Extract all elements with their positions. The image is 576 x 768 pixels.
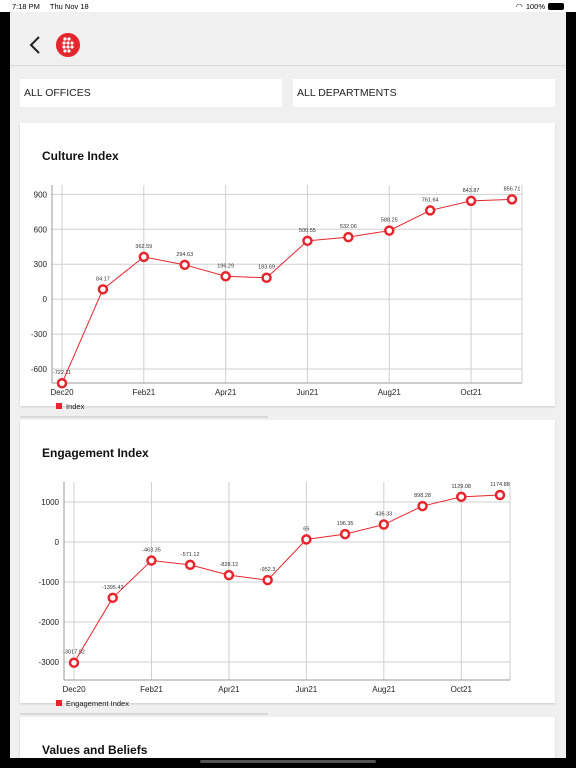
data-point xyxy=(384,225,395,236)
data-label: -3017.92 xyxy=(63,650,85,656)
status-time: 7:18 PM xyxy=(12,1,40,11)
data-label: 362.59 xyxy=(135,244,152,250)
data-point xyxy=(262,574,273,586)
x-tick-label: Dec20 xyxy=(50,388,74,397)
data-label: 84.17 xyxy=(96,276,110,282)
x-tick-label: Feb21 xyxy=(132,388,155,397)
x-tick-label: Jun21 xyxy=(297,388,319,397)
y-tick-label: 0 xyxy=(55,538,60,547)
nav-bar xyxy=(10,12,566,66)
data-label: 532.06 xyxy=(340,224,357,230)
values-beliefs-title: Values and Beliefs xyxy=(42,743,148,757)
battery-percent: 100% xyxy=(525,1,545,11)
x-tick-label: Aug21 xyxy=(378,388,402,397)
data-label: 500.55 xyxy=(299,228,316,234)
y-tick-label: -2000 xyxy=(39,618,60,627)
culture-index-chart: 900 600 300 0 -300 -600 Dec20 Feb21 Apr21 Jun21 Au… xyxy=(20,185,523,418)
status-date: Thu Nov 18 xyxy=(49,1,89,11)
data-label: 898.28 xyxy=(414,493,431,499)
data-label: 843.87 xyxy=(463,188,480,194)
data-label: -952.3 xyxy=(260,567,276,573)
x-tick-label: Jun21 xyxy=(295,685,317,694)
y-tick-label: 300 xyxy=(34,260,48,269)
data-label: 183.69 xyxy=(258,265,275,271)
data-label: 65 xyxy=(303,526,309,532)
data-point xyxy=(301,534,312,545)
y-tick-label: 600 xyxy=(34,225,48,234)
data-point xyxy=(220,271,231,282)
data-label: 856.71 xyxy=(504,186,521,192)
data-label: -828.12 xyxy=(220,562,239,568)
data-label: -463.35 xyxy=(142,548,161,554)
data-label: 436.33 xyxy=(375,512,392,518)
x-tick-label: Feb21 xyxy=(140,685,163,694)
wifi-icon: ◠ xyxy=(515,1,523,11)
legend-label: Index xyxy=(66,402,85,411)
y-tick-label: 900 xyxy=(34,190,48,199)
legend-swatch xyxy=(56,403,62,409)
data-label: 1174.88 xyxy=(490,482,509,488)
data-point xyxy=(506,194,518,205)
data-point xyxy=(339,528,351,540)
data-label: -1395.43 xyxy=(102,585,124,591)
y-tick-label: -1000 xyxy=(39,578,60,587)
x-tick-label: Dec20 xyxy=(62,685,86,694)
data-point xyxy=(261,272,272,283)
data-label: -571.12 xyxy=(181,552,200,558)
legend-swatch xyxy=(56,700,62,706)
data-label: 1129.08 xyxy=(452,484,471,490)
data-point xyxy=(184,559,196,571)
y-tick-label: -3000 xyxy=(39,658,60,667)
app-logo xyxy=(56,33,80,57)
y-tick-label: -600 xyxy=(31,365,48,374)
data-point xyxy=(146,555,157,566)
series-line xyxy=(73,494,501,663)
legend-label: Engagement Index xyxy=(66,699,129,708)
battery-icon xyxy=(548,2,564,10)
data-point xyxy=(417,500,428,512)
data-point xyxy=(68,657,80,668)
data-point xyxy=(56,377,68,389)
data-point xyxy=(302,235,313,247)
data-point xyxy=(138,251,150,263)
offices-filter[interactable]: ALL OFFICES xyxy=(20,79,282,107)
data-point xyxy=(223,569,235,581)
home-indicator xyxy=(200,760,376,763)
data-point xyxy=(343,231,354,243)
engagement-index-title: Engagement Index xyxy=(42,446,149,460)
data-point xyxy=(456,491,467,503)
x-tick-label: Aug21 xyxy=(372,685,396,694)
y-tick-label: -300 xyxy=(31,330,48,339)
engagement-index-card: Engagement Index 1000 0 -1000 -2000 -3000 Dec… xyxy=(20,420,555,715)
data-point xyxy=(107,592,118,604)
data-point xyxy=(179,259,190,271)
culture-index-title: Culture Index xyxy=(42,149,119,163)
status-bar: 7:18 PM Thu Nov 18 ◠ 100% xyxy=(0,0,576,12)
data-label: 588.25 xyxy=(381,218,398,224)
data-point xyxy=(97,284,109,295)
y-tick-label: 0 xyxy=(43,295,48,304)
data-label: 294.63 xyxy=(176,252,193,258)
data-label: 761.64 xyxy=(422,197,439,203)
departments-filter[interactable]: ALL DEPARTMENTS xyxy=(293,79,555,107)
y-tick-label: 1000 xyxy=(41,498,59,507)
x-tick-label: Oct21 xyxy=(460,388,482,397)
data-label: 196.29 xyxy=(217,263,234,269)
x-tick-label: Apr21 xyxy=(218,685,240,694)
data-point xyxy=(378,519,390,530)
series-line xyxy=(61,198,513,384)
x-tick-label: Apr21 xyxy=(215,388,237,397)
culture-index-card: Culture Index 900 600 300 0 -300 -600 Dec20 Feb… xyxy=(20,123,555,418)
data-label: -722.11 xyxy=(53,370,71,376)
data-point xyxy=(465,195,477,207)
data-label: 196.35 xyxy=(337,521,354,527)
x-tick-label: Oct21 xyxy=(451,685,473,694)
values-beliefs-card: Values and Beliefs xyxy=(20,717,555,758)
back-chevron-icon[interactable] xyxy=(28,34,42,56)
engagement-index-chart: 1000 0 -1000 -2000 -3000 Dec20 Feb21 Apr21 Jun21… xyxy=(20,482,511,715)
data-point xyxy=(424,205,436,216)
data-point xyxy=(494,489,506,501)
app-screen: ALL OFFICES ALL DEPARTMENTS Culture Inde… xyxy=(10,12,566,758)
